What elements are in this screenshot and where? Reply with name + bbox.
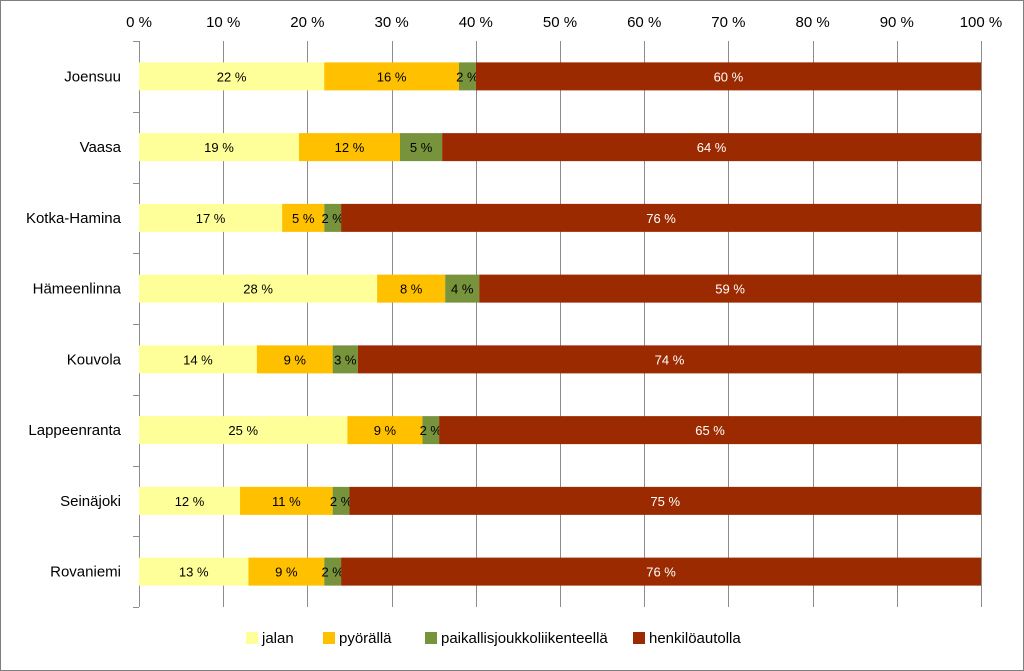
bar-segment-2-4 <box>332 345 358 374</box>
bar-segment-3-6 <box>349 486 981 515</box>
legend-swatch-0 <box>246 632 258 644</box>
bar-segment-2-7 <box>324 557 342 586</box>
data-label-2-3: 4 % <box>451 282 474 297</box>
category-label-7: Rovaniemi <box>50 564 121 581</box>
bar-segment-0-5 <box>139 416 348 445</box>
legend-swatch-2 <box>425 632 437 644</box>
bar-segment-3-7 <box>341 557 982 586</box>
bar-segment-0-4 <box>139 345 257 374</box>
bar-segment-1-4 <box>256 345 333 374</box>
bar-segment-2-6 <box>332 486 350 515</box>
bar-segment-2-0 <box>458 62 476 91</box>
legend-label-2: paikallisjoukkoliikenteellä <box>441 630 608 647</box>
category-label-2: Kotka-Hamina <box>26 210 122 227</box>
bar-segment-2-1 <box>400 133 443 162</box>
data-label-1-5: 9 % <box>374 423 397 438</box>
data-label-1-0: 16 % <box>377 69 407 84</box>
data-label-3-0: 60 % <box>714 69 744 84</box>
bar-segment-1-5 <box>347 416 423 445</box>
data-label-2-5: 2 % <box>420 423 443 438</box>
data-label-2-2: 2 % <box>321 211 344 226</box>
data-label-0-4: 14 % <box>183 352 213 367</box>
data-label-0-3: 28 % <box>243 282 273 297</box>
data-label-2-1: 5 % <box>410 140 433 155</box>
x-tick-label-1: 10 % <box>206 14 240 31</box>
category-label-0: Joensuu <box>64 68 121 85</box>
legend-label-0: jalan <box>261 630 294 647</box>
data-label-1-6: 11 % <box>272 494 301 509</box>
bar-segment-3-5 <box>439 416 982 445</box>
x-tick-label-0: 0 % <box>126 14 152 31</box>
legend-label-1: pyörällä <box>339 630 392 647</box>
bar-segment-3-0 <box>475 62 981 91</box>
data-label-3-2: 76 % <box>646 211 676 226</box>
bar-segment-3-2 <box>341 203 982 232</box>
bar-segment-0-1 <box>139 133 299 162</box>
data-label-3-4: 74 % <box>655 352 685 367</box>
category-label-1: Vaasa <box>80 139 122 156</box>
category-label-6: Seinäjoki <box>60 493 121 510</box>
x-tick-label-9: 90 % <box>880 14 914 31</box>
x-tick-label-3: 30 % <box>374 14 408 31</box>
data-label-2-0: 2 % <box>456 69 479 84</box>
data-label-0-5: 25 % <box>228 423 258 438</box>
data-label-3-3: 59 % <box>715 282 745 297</box>
data-label-1-2: 5 % <box>292 211 315 226</box>
bar-segment-0-2 <box>139 203 283 232</box>
bar-segment-1-3 <box>377 274 446 303</box>
category-label-5: Lappeenranta <box>28 422 121 439</box>
legend-swatch-3 <box>633 632 645 644</box>
category-label-4: Kouvola <box>67 351 122 368</box>
data-label-2-6: 2 % <box>330 494 353 509</box>
x-tick-label-8: 80 % <box>795 14 829 31</box>
x-tick-label-10: 100 % <box>960 14 1003 31</box>
bar-segment-1-0 <box>324 62 459 91</box>
bar-segment-0-3 <box>139 274 378 303</box>
x-tick-label-5: 50 % <box>543 14 577 31</box>
legend-label-3: henkilöautolla <box>649 630 741 647</box>
bar-segment-2-5 <box>422 416 440 445</box>
data-label-0-0: 22 % <box>217 69 247 84</box>
data-label-0-1: 19 % <box>204 140 234 155</box>
x-tick-label-2: 20 % <box>290 14 324 31</box>
data-label-2-7: 2 % <box>321 565 344 580</box>
bar-segment-0-7 <box>139 557 249 586</box>
bar-segment-2-3 <box>445 274 480 303</box>
bar-segment-3-4 <box>357 345 981 374</box>
x-tick-label-4: 40 % <box>459 14 493 31</box>
data-label-1-3: 8 % <box>400 282 423 297</box>
data-label-1-4: 9 % <box>284 352 307 367</box>
bar-segment-1-7 <box>248 557 325 586</box>
data-label-0-7: 13 % <box>179 565 209 580</box>
data-label-0-2: 17 % <box>196 211 226 226</box>
data-label-0-6: 12 % <box>175 494 205 509</box>
x-tick-label-6: 60 % <box>627 14 661 31</box>
bar-segment-1-6 <box>240 486 333 515</box>
legend-swatch-1 <box>323 632 335 644</box>
data-label-3-1: 64 % <box>697 140 727 155</box>
bar-segment-1-1 <box>298 133 401 162</box>
bar-segment-3-1 <box>442 133 981 162</box>
data-label-3-6: 75 % <box>650 494 680 509</box>
data-label-2-4: 3 % <box>334 352 357 367</box>
bar-segment-0-6 <box>139 486 241 515</box>
bar-segment-3-3 <box>479 274 981 303</box>
category-label-3: Hämeenlinna <box>33 281 122 298</box>
data-label-3-7: 76 % <box>646 565 676 580</box>
data-label-1-7: 9 % <box>275 565 298 580</box>
x-tick-label-7: 70 % <box>711 14 745 31</box>
bar-segment-2-2 <box>324 203 342 232</box>
bar-segment-0-0 <box>139 62 325 91</box>
data-label-1-1: 12 % <box>335 140 365 155</box>
data-label-3-5: 65 % <box>695 423 725 438</box>
bar-segment-1-2 <box>282 203 325 232</box>
